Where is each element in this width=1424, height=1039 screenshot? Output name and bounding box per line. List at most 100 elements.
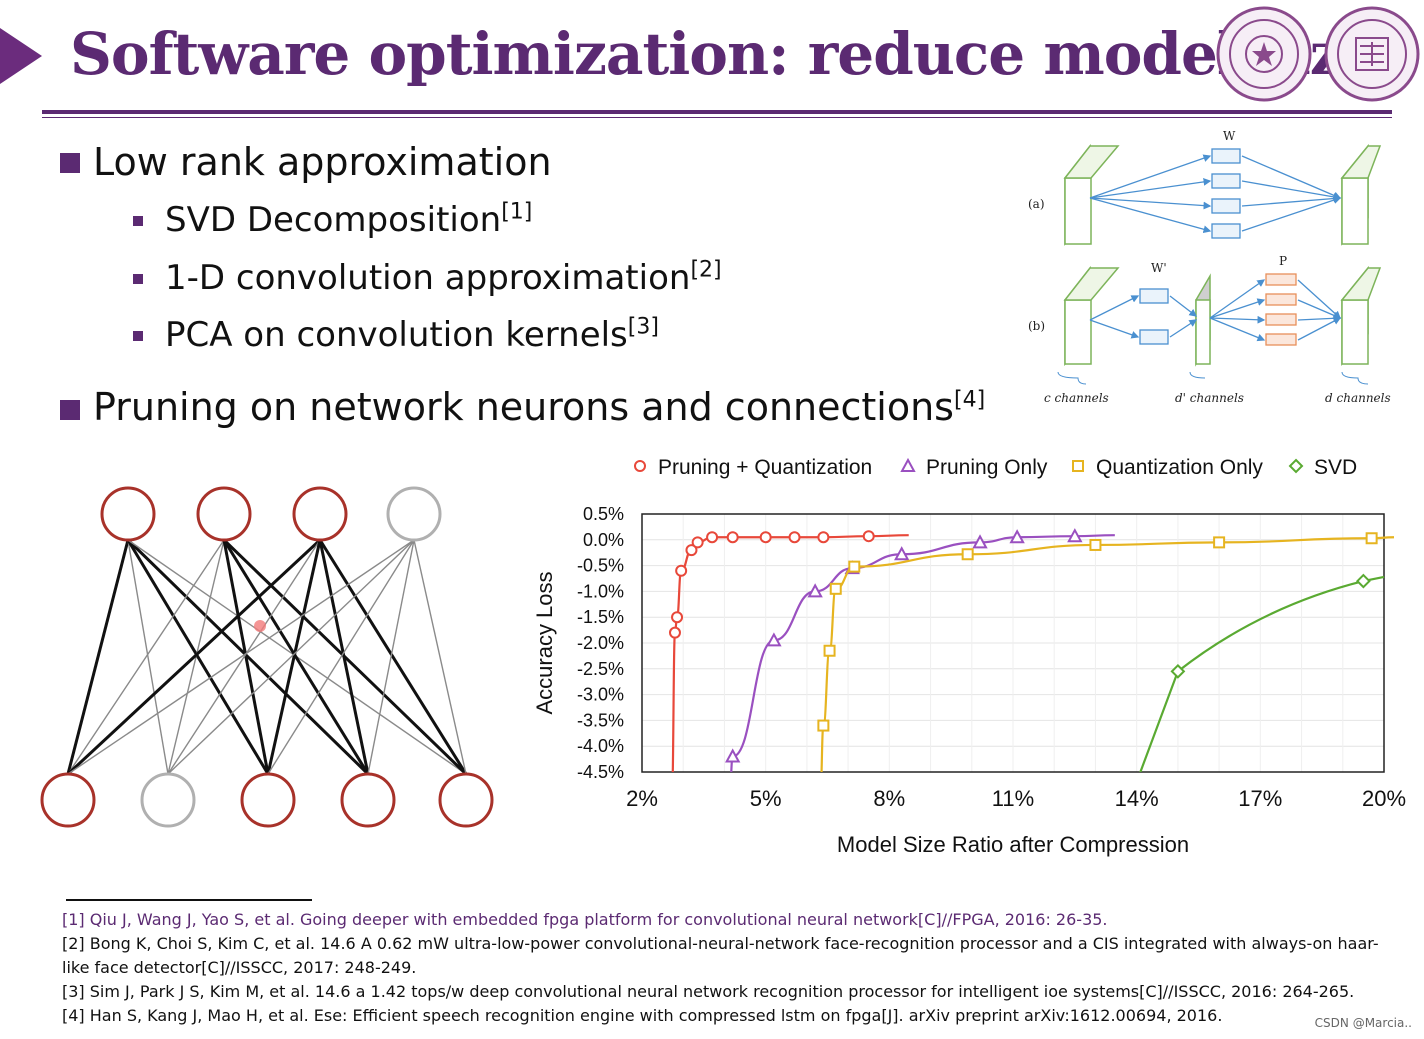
- series-line: [820, 536, 1395, 772]
- label-a: (a): [1028, 197, 1045, 211]
- data-point: [894, 546, 910, 561]
- x-tick-label: 11%: [992, 786, 1034, 811]
- y-tick-label: 0.0%: [583, 530, 624, 550]
- network-connection: [126, 538, 370, 776]
- data-point: [817, 719, 830, 732]
- network-connection: [413, 539, 467, 775]
- network-connection: [367, 539, 415, 775]
- references-divider: [66, 899, 312, 901]
- y-tick-label: 0.5%: [583, 504, 624, 524]
- data-point: [862, 530, 875, 543]
- sub-bullet-icon: [133, 216, 143, 226]
- data-point: [961, 548, 974, 561]
- tsinghua-seal-logo: [1216, 6, 1312, 102]
- bullet-1d-conv: 1-D convolution approximation[2]: [165, 257, 722, 298]
- cursor-dot: [254, 620, 266, 632]
- title-divider-thin: [42, 117, 1392, 118]
- network-connection: [167, 539, 415, 775]
- bullet-pruning: Pruning on network neurons and connectio…: [93, 385, 986, 429]
- series-line: [671, 534, 909, 772]
- bullet-square-icon: [60, 153, 80, 173]
- label-dp-channels: d' channels: [1175, 391, 1244, 405]
- neuron: [40, 772, 96, 828]
- data-point: [691, 536, 704, 549]
- data-point: [675, 564, 688, 577]
- network-connection: [318, 539, 468, 775]
- reference-1: [1] Qiu J, Wang J, Yao S, et al. Going d…: [62, 910, 1108, 929]
- slide-title: Software optimization: reduce model size: [70, 20, 1379, 88]
- pruned-neuron: [140, 772, 196, 828]
- reference-3: [3] Sim J, Park J S, Kim M, et al. 14.6 …: [62, 982, 1355, 1001]
- bullet-low-rank: Low rank approximation: [93, 140, 552, 184]
- data-point: [1009, 529, 1025, 544]
- neuron: [292, 486, 348, 542]
- accuracy-vs-size-chart: 0.5% 0.0% -0.5% -1.0% -1.5% -2.0% -2.5% -3.0% -3…: [532, 456, 1406, 857]
- label-w: W: [1223, 129, 1236, 143]
- data-point: [817, 531, 830, 544]
- series-line: [1139, 575, 1385, 772]
- bullet-svd: SVD Decomposition[1]: [165, 199, 533, 240]
- label-b: (b): [1028, 319, 1045, 333]
- neuron: [340, 772, 396, 828]
- x-tick-label: 17%: [1238, 786, 1282, 811]
- y-tick-label: -3.5%: [577, 710, 624, 730]
- neuron: [100, 486, 156, 542]
- legend-marker: [900, 457, 916, 472]
- x-tick-label: 20%: [1362, 786, 1406, 811]
- data-point: [788, 531, 801, 544]
- network-connection: [126, 539, 270, 775]
- title-arrow-icon: [0, 28, 42, 84]
- data-point: [1365, 532, 1378, 545]
- reference-4: [4] Han S, Kang J, Mao H, et al. Ese: Ef…: [62, 1006, 1223, 1025]
- y-tick-label: -3.0%: [577, 685, 624, 705]
- data-point: [823, 644, 836, 657]
- network-connection: [266, 539, 322, 775]
- bullet-pca: PCA on convolution kernels[3]: [165, 314, 659, 355]
- y-axis-label: Accuracy Loss: [532, 571, 557, 714]
- sub-bullet-icon: [133, 331, 143, 341]
- network-connection: [67, 539, 225, 775]
- data-point: [1067, 528, 1083, 543]
- neuron: [196, 486, 252, 542]
- neuron: [438, 772, 494, 828]
- y-tick-label: -4.0%: [577, 736, 624, 756]
- network-connection: [318, 539, 370, 775]
- chart-plot-frame: [641, 513, 1385, 773]
- legend-marker: [1288, 458, 1304, 474]
- pruning-network-figure: [40, 486, 494, 828]
- network-connection: [222, 539, 370, 775]
- data-point: [1355, 573, 1371, 589]
- legend-label: Pruning Only: [926, 456, 1048, 479]
- title-divider: [42, 110, 1392, 114]
- pruned-neuron: [386, 486, 442, 542]
- reference-2: [2] Bong K, Choi S, Kim C, et al. 14.6 A…: [62, 934, 1379, 977]
- y-tick-label: -0.5%: [577, 556, 624, 576]
- data-point: [1170, 663, 1186, 679]
- data-point: [671, 611, 684, 624]
- x-tick-label: 5%: [750, 786, 782, 811]
- data-point: [766, 632, 782, 647]
- data-point: [668, 626, 681, 639]
- legend-label: SVD: [1314, 456, 1357, 479]
- y-tick-label: -1.0%: [577, 581, 624, 601]
- data-point: [829, 582, 842, 595]
- legend-marker: [1072, 460, 1084, 472]
- x-tick-label: 14%: [1115, 786, 1159, 811]
- watermark: CSDN @Marcia..: [1314, 1016, 1412, 1030]
- y-tick-label: -2.0%: [577, 633, 624, 653]
- network-connection: [167, 539, 321, 775]
- network-connection: [127, 539, 169, 775]
- data-point: [706, 531, 719, 544]
- legend-marker: [634, 460, 646, 472]
- data-point: [1213, 536, 1226, 549]
- data-point: [1089, 538, 1102, 551]
- series-line: [730, 534, 1115, 772]
- data-point: [759, 531, 772, 544]
- legend-label: Pruning + Quantization: [658, 456, 872, 479]
- label-w-prime: W': [1151, 261, 1167, 275]
- references: [1] Qiu J, Wang J, Yao S, et al. Going d…: [62, 908, 1392, 1028]
- data-point: [725, 748, 741, 763]
- data-point: [726, 531, 739, 544]
- network-connection: [267, 539, 415, 775]
- x-axis-label: Model Size Ratio after Compression: [837, 832, 1189, 857]
